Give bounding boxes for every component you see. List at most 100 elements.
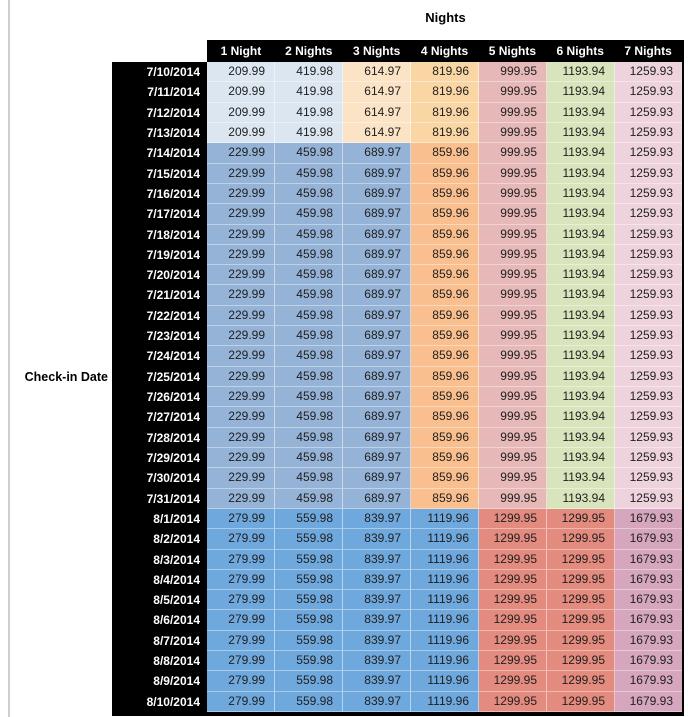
price-cell[interactable]: 839.97 — [343, 590, 411, 611]
price-cell[interactable]: 1299.95 — [547, 691, 615, 712]
price-cell[interactable]: 689.97 — [343, 447, 411, 469]
price-cell[interactable]: 999.95 — [479, 366, 547, 387]
price-cell[interactable]: 1679.93 — [615, 651, 682, 672]
price-cell[interactable]: 459.98 — [275, 244, 343, 266]
price-cell[interactable]: 229.99 — [207, 183, 275, 205]
price-cell[interactable]: 229.99 — [207, 204, 275, 225]
price-cell[interactable]: 689.97 — [343, 326, 411, 347]
price-cell[interactable]: 859.96 — [411, 143, 479, 164]
price-cell[interactable]: 229.99 — [207, 163, 275, 184]
price-cell[interactable]: 1299.95 — [479, 630, 547, 652]
price-cell[interactable]: 999.95 — [479, 285, 547, 306]
price-cell[interactable]: 689.97 — [343, 224, 411, 245]
price-cell[interactable]: 689.97 — [343, 285, 411, 306]
price-cell[interactable]: 279.99 — [207, 610, 275, 631]
price-cell[interactable]: 1193.94 — [547, 326, 615, 347]
row-label-date[interactable]: 7/21/2014 — [112, 285, 207, 306]
price-cell[interactable]: 419.98 — [275, 82, 343, 103]
price-cell[interactable]: 1259.93 — [615, 407, 682, 428]
price-cell[interactable]: 459.98 — [275, 488, 343, 509]
column-header[interactable]: 6 Nights — [556, 44, 604, 58]
price-cell[interactable]: 279.99 — [207, 549, 275, 570]
price-cell[interactable]: 839.97 — [343, 671, 411, 692]
price-cell[interactable]: 999.95 — [479, 488, 547, 509]
price-cell[interactable]: 1259.93 — [615, 346, 682, 367]
price-cell[interactable]: 859.96 — [411, 447, 479, 469]
row-label-date[interactable]: 8/7/2014 — [112, 630, 207, 652]
price-cell[interactable]: 1299.95 — [479, 508, 547, 530]
price-cell[interactable]: 999.95 — [479, 244, 547, 266]
price-cell[interactable]: 1259.93 — [615, 387, 682, 408]
price-cell[interactable]: 839.97 — [343, 610, 411, 631]
price-cell[interactable]: 279.99 — [207, 691, 275, 712]
price-cell[interactable]: 1299.95 — [547, 671, 615, 692]
price-cell[interactable]: 1259.93 — [615, 204, 682, 225]
price-cell[interactable]: 1679.93 — [615, 549, 682, 570]
price-cell[interactable]: 859.96 — [411, 387, 479, 408]
price-cell[interactable]: 419.98 — [275, 102, 343, 123]
price-cell[interactable]: 999.95 — [479, 183, 547, 205]
column-header[interactable]: 3 Nights — [352, 44, 401, 58]
price-cell[interactable]: 839.97 — [343, 630, 411, 652]
price-cell[interactable]: 229.99 — [207, 265, 275, 286]
price-cell[interactable]: 1193.94 — [547, 204, 615, 225]
price-cell[interactable]: 614.97 — [343, 82, 411, 103]
price-cell[interactable]: 1299.95 — [547, 549, 615, 570]
price-cell[interactable]: 1193.94 — [547, 305, 615, 327]
column-header[interactable]: 4 Nights — [420, 44, 469, 58]
price-cell[interactable]: 1259.93 — [615, 305, 682, 327]
row-label-date[interactable]: 7/24/2014 — [112, 346, 207, 367]
price-cell[interactable]: 1679.93 — [615, 610, 682, 631]
price-cell[interactable]: 1299.95 — [479, 569, 547, 591]
price-cell[interactable]: 1299.95 — [547, 630, 615, 652]
price-cell[interactable]: 999.95 — [479, 122, 547, 144]
price-cell[interactable]: 839.97 — [343, 508, 411, 530]
price-cell[interactable]: 999.95 — [479, 468, 547, 489]
price-cell[interactable]: 999.95 — [479, 265, 547, 286]
price-cell[interactable]: 1193.94 — [547, 244, 615, 266]
row-label-date[interactable]: 7/16/2014 — [112, 183, 207, 205]
price-cell[interactable]: 559.98 — [275, 651, 343, 672]
price-cell[interactable]: 859.96 — [411, 366, 479, 387]
price-cell[interactable]: 279.99 — [207, 651, 275, 672]
price-cell[interactable]: 859.96 — [411, 265, 479, 286]
price-cell[interactable]: 1259.93 — [615, 82, 682, 103]
price-cell[interactable]: 1193.94 — [547, 407, 615, 428]
price-cell[interactable]: 819.96 — [411, 102, 479, 123]
row-label-date[interactable]: 7/23/2014 — [112, 326, 207, 347]
price-cell[interactable]: 1299.95 — [547, 529, 615, 550]
price-cell[interactable]: 689.97 — [343, 244, 411, 266]
price-cell[interactable]: 1259.93 — [615, 285, 682, 306]
row-label-date[interactable]: 8/1/2014 — [112, 508, 207, 530]
price-cell[interactable]: 999.95 — [479, 224, 547, 245]
price-cell[interactable]: 279.99 — [207, 630, 275, 652]
row-label-date[interactable]: 8/6/2014 — [112, 610, 207, 631]
price-cell[interactable]: 614.97 — [343, 102, 411, 123]
price-cell[interactable]: 839.97 — [343, 691, 411, 712]
price-cell[interactable]: 459.98 — [275, 224, 343, 245]
price-cell[interactable]: 1259.93 — [615, 102, 682, 123]
price-cell[interactable]: 999.95 — [479, 62, 547, 83]
price-cell[interactable]: 279.99 — [207, 508, 275, 530]
price-cell[interactable]: 1299.95 — [479, 590, 547, 611]
price-cell[interactable]: 1299.95 — [479, 691, 547, 712]
price-cell[interactable]: 1679.93 — [615, 569, 682, 591]
price-cell[interactable]: 999.95 — [479, 407, 547, 428]
price-cell[interactable]: 999.95 — [479, 143, 547, 164]
row-label-date[interactable]: 8/2/2014 — [112, 529, 207, 550]
price-cell[interactable]: 999.95 — [479, 82, 547, 103]
column-header[interactable]: 7 Nights — [624, 44, 672, 58]
price-cell[interactable]: 279.99 — [207, 569, 275, 591]
price-cell[interactable]: 689.97 — [343, 468, 411, 489]
price-cell[interactable]: 459.98 — [275, 387, 343, 408]
price-cell[interactable]: 999.95 — [479, 427, 547, 448]
price-cell[interactable]: 229.99 — [207, 285, 275, 306]
price-cell[interactable]: 819.96 — [411, 82, 479, 103]
price-cell[interactable]: 1259.93 — [615, 427, 682, 448]
price-cell[interactable]: 819.96 — [411, 62, 479, 83]
price-cell[interactable]: 229.99 — [207, 143, 275, 164]
price-cell[interactable]: 1299.95 — [547, 569, 615, 591]
price-cell[interactable]: 1119.96 — [411, 529, 479, 550]
row-label-date[interactable]: 8/5/2014 — [112, 590, 207, 611]
price-cell[interactable]: 229.99 — [207, 488, 275, 509]
